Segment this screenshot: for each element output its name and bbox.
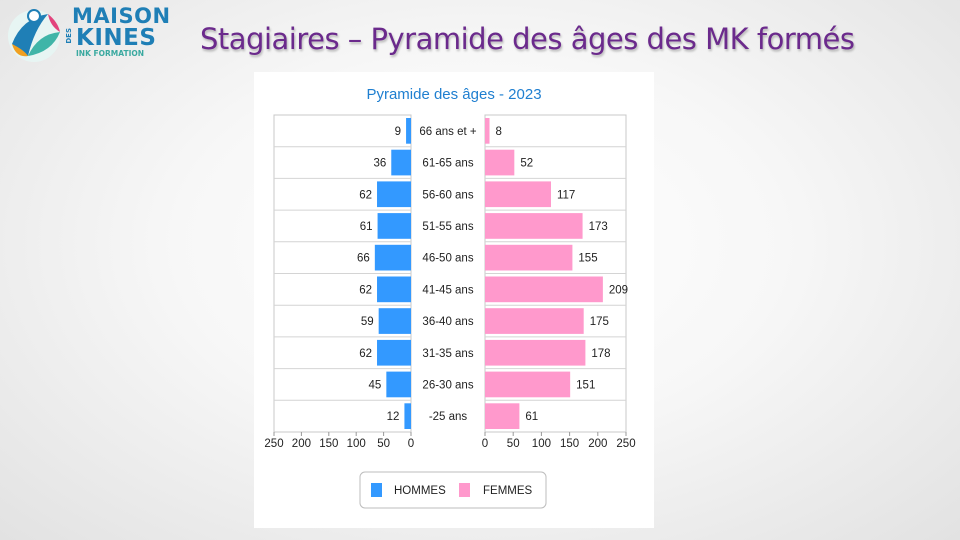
chart-bars [374, 118, 603, 429]
category-label: 66 ans et + [419, 126, 477, 138]
category-label: 51-55 ans [422, 221, 473, 233]
legend-swatch-hommes [371, 483, 382, 497]
logo-subtitle: INK FORMATION [76, 49, 145, 58]
data-label-hommes: 59 [361, 316, 374, 328]
chart-legend: HOMMES FEMMES [359, 471, 547, 509]
bar-femmes [485, 339, 586, 366]
x-tick-label-right: 50 [507, 438, 520, 450]
bar-hommes [386, 371, 411, 398]
category-label: 26-30 ans [422, 379, 473, 391]
logo: MAISON DES KINES INK FORMATION [4, 4, 170, 64]
legend-box [359, 471, 547, 509]
data-label-hommes: 36 [373, 158, 386, 170]
data-label-femmes: 8 [496, 126, 502, 138]
data-label-hommes: 62 [359, 348, 372, 360]
x-tick-label-right: 0 [482, 438, 488, 450]
x-tick-label-right: 100 [532, 438, 551, 450]
data-label-femmes: 61 [525, 411, 538, 423]
data-label-hommes: 12 [387, 411, 400, 423]
bar-hommes [404, 403, 411, 429]
bar-femmes [485, 149, 515, 176]
bar-femmes [485, 244, 573, 271]
bar-femmes [485, 213, 583, 239]
data-label-hommes: 62 [359, 284, 372, 296]
bar-femmes [485, 181, 551, 208]
chart-panel: Pyramide des âges - 2023 66 ans et +9 8 61-… [254, 72, 654, 528]
data-label-hommes: 62 [359, 189, 372, 201]
logo-kines: KINES [76, 25, 157, 51]
data-label-hommes: 9 [395, 126, 401, 138]
category-label: 31-35 ans [422, 348, 473, 360]
bar-femmes [485, 308, 584, 334]
bar-hommes [391, 149, 411, 176]
x-tick-label-left: 250 [264, 438, 283, 450]
category-label: 46-50 ans [422, 253, 473, 265]
x-tick-label-left: 100 [347, 438, 366, 450]
category-label: 41-45 ans [422, 284, 473, 296]
bar-femmes [485, 403, 520, 429]
data-label-hommes: 45 [369, 379, 382, 391]
x-tick-label-left: 150 [319, 438, 338, 450]
bar-hommes [377, 181, 411, 208]
data-label-femmes: 173 [589, 221, 608, 233]
x-tick-label-right: 250 [616, 438, 635, 450]
bar-femmes [485, 276, 603, 303]
category-label: 61-65 ans [422, 158, 473, 170]
chart-grid [273, 114, 627, 436]
bar-hommes [377, 339, 411, 366]
category-label: -25 ans [429, 411, 468, 423]
x-tick-label-right: 200 [588, 438, 607, 450]
data-label-femmes: 117 [557, 189, 575, 201]
data-label-femmes: 175 [590, 316, 609, 328]
bar-femmes [485, 118, 490, 144]
x-tick-label-left: 50 [377, 438, 390, 450]
bar-hommes [406, 118, 411, 144]
x-tick-label-left: 0 [408, 438, 414, 450]
data-label-femmes: 155 [578, 253, 597, 265]
category-label: 56-60 ans [422, 189, 473, 201]
legend-label-femmes: FEMMES [483, 485, 533, 497]
logo-maison: MAISON [72, 4, 171, 28]
legend-label-hommes: HOMMES [394, 485, 446, 497]
data-label-femmes: 178 [591, 348, 610, 360]
data-label-femmes: 209 [609, 284, 628, 296]
x-tick-label-left: 200 [292, 438, 311, 450]
bar-hommes [377, 213, 411, 239]
logo-des: DES [65, 28, 73, 44]
logo-emblem-icon [8, 9, 60, 62]
data-label-hommes: 66 [357, 253, 370, 265]
bar-hommes [374, 244, 411, 271]
data-label-femmes: 151 [576, 379, 595, 391]
chart-title: Pyramide des âges - 2023 [366, 86, 541, 103]
legend-swatch-femmes [459, 483, 470, 497]
category-label: 36-40 ans [422, 316, 473, 328]
slide-title: Stagiaires – Pyramide des âges des MK fo… [200, 22, 855, 56]
data-label-femmes: 52 [520, 158, 533, 170]
bar-hommes [378, 308, 411, 334]
bar-hommes [377, 276, 411, 303]
x-tick-label-right: 150 [560, 438, 579, 450]
bar-femmes [485, 371, 571, 398]
data-label-hommes: 61 [360, 221, 373, 233]
